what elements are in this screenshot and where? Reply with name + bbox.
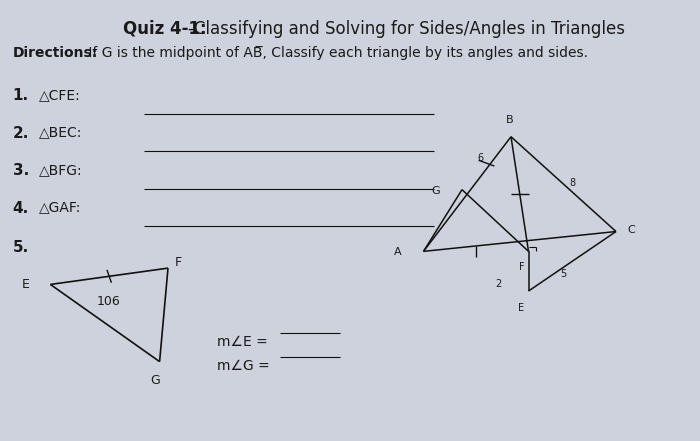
Text: E: E (518, 303, 524, 313)
Text: 6: 6 (477, 153, 483, 163)
Text: △BEC:: △BEC: (38, 126, 82, 140)
Text: △BFG:: △BFG: (38, 163, 82, 177)
Text: 3.: 3. (13, 163, 29, 178)
Text: C: C (627, 225, 635, 235)
Text: m∠G =: m∠G = (217, 359, 274, 374)
Text: △CFE:: △CFE: (38, 88, 80, 102)
Text: 1.: 1. (13, 88, 29, 103)
Text: 5.: 5. (13, 240, 29, 255)
Text: Directions:: Directions: (13, 46, 98, 60)
Text: △GAF:: △GAF: (38, 201, 81, 215)
Text: 5: 5 (561, 269, 566, 279)
Text: A: A (394, 247, 402, 257)
Text: F: F (175, 256, 182, 269)
Text: G: G (150, 374, 160, 386)
Text: F: F (519, 262, 525, 272)
Text: B: B (506, 115, 513, 125)
Text: 106: 106 (97, 295, 120, 308)
Text: G: G (431, 186, 440, 195)
Text: 2: 2 (496, 280, 501, 289)
Text: Quiz 4-1:: Quiz 4-1: (123, 20, 206, 38)
Text: If G is the midpoint of AB̅, Classify each triangle by its angles and sides.: If G is the midpoint of AB̅, Classify ea… (84, 46, 588, 60)
Text: E: E (22, 278, 29, 291)
Text: 2.: 2. (13, 126, 29, 141)
Text: m∠E =: m∠E = (217, 335, 272, 349)
Text: 4.: 4. (13, 201, 29, 216)
Text: 8: 8 (570, 178, 575, 188)
Text: -Classifying and Solving for Sides/Angles in Triangles: -Classifying and Solving for Sides/Angle… (188, 20, 625, 38)
